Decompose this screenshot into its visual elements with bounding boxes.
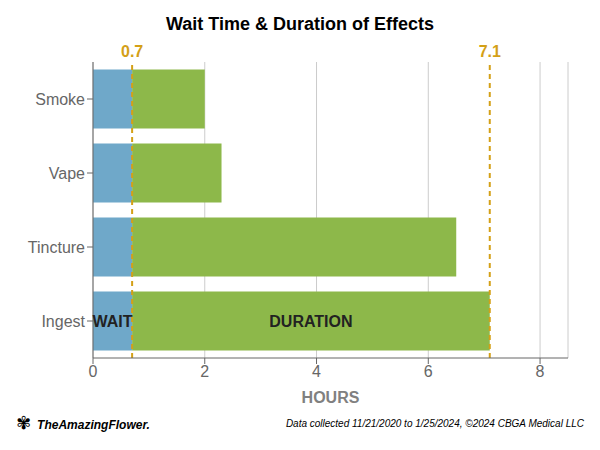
- svg-text:8: 8: [536, 363, 545, 380]
- svg-text:Ingest: Ingest: [41, 313, 85, 330]
- svg-text:6: 6: [424, 363, 433, 380]
- svg-text:Vape: Vape: [49, 165, 85, 182]
- svg-text:7.1: 7.1: [479, 43, 501, 60]
- svg-text:HOURS: HOURS: [302, 389, 360, 406]
- svg-text:0.7: 0.7: [121, 43, 143, 60]
- svg-text:Tincture: Tincture: [28, 239, 85, 256]
- svg-text:0: 0: [89, 363, 98, 380]
- html-text:Wait Time & Duration of Effect: Wait Time & Duration of Effects: [166, 14, 434, 34]
- svg-text:WAIT: WAIT: [93, 313, 133, 330]
- svg-text:2: 2: [200, 363, 209, 380]
- svg-text:DURATION: DURATION: [269, 313, 352, 330]
- svg-text:4: 4: [312, 363, 321, 380]
- html-text:Data collected 11/21/2020 to 1: Data collected 11/21/2020 to 1/25/2024, …: [285, 417, 584, 429]
- html-text:✾ TheAmazingFlower.: ✾ TheAmazingFlower.: [16, 413, 150, 433]
- svg-text:Smoke: Smoke: [35, 91, 85, 108]
